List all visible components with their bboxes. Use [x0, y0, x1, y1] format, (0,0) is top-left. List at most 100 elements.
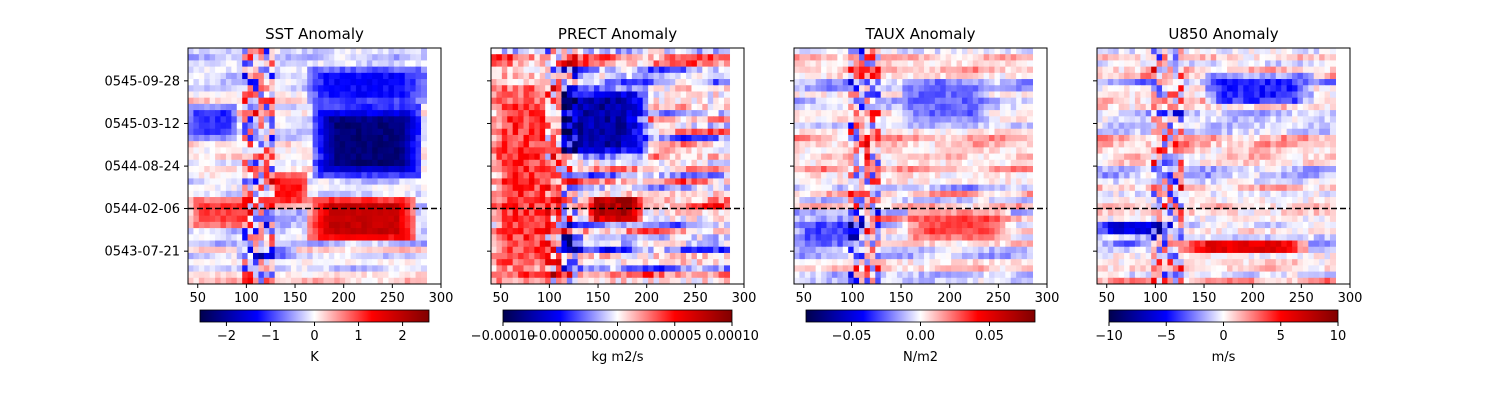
heatmap-cell: [799, 85, 806, 93]
heatmap-cell: [642, 48, 649, 55]
heatmap-cell: [886, 147, 893, 155]
heatmap-cell: [550, 166, 557, 173]
heatmap-cell: [983, 184, 990, 192]
heatmap-cell: [269, 153, 276, 161]
heatmap-cell: [713, 240, 720, 248]
heatmap-cell: [345, 178, 352, 186]
heatmap-cell: [972, 153, 979, 161]
colorbar-label: K: [310, 350, 319, 365]
heatmap-cell: [274, 277, 281, 284]
heatmap-cell: [501, 209, 508, 217]
heatmap-cell: [301, 228, 308, 235]
heatmap-cell: [198, 122, 205, 130]
heatmap-cell: [572, 54, 579, 62]
heatmap-cell: [307, 178, 314, 186]
heatmap-cell: [220, 48, 227, 55]
heatmap-cell: [810, 72, 817, 80]
heatmap-cell: [961, 197, 968, 204]
heatmap-cell: [518, 159, 525, 167]
heatmap-cell: [837, 110, 844, 117]
heatmap-cell: [648, 221, 655, 229]
heatmap-cell: [253, 110, 260, 117]
heatmap-cell: [804, 203, 811, 211]
heatmap-cell: [269, 203, 276, 211]
heatmap-cell: [713, 85, 720, 93]
heatmap-cell: [410, 72, 417, 80]
heatmap-cell: [821, 166, 828, 173]
heatmap-cell: [891, 153, 898, 161]
heatmap-cell: [328, 110, 335, 117]
heatmap-cell: [258, 153, 265, 161]
heatmap-cell: [539, 246, 546, 254]
heatmap-cell: [253, 240, 260, 248]
heatmap-cell: [361, 85, 368, 93]
heatmap-cell: [940, 116, 947, 124]
heatmap-cell: [383, 72, 390, 80]
heatmap-cell: [350, 215, 357, 223]
heatmap-cell: [258, 122, 265, 130]
heatmap-cell: [621, 246, 628, 254]
heatmap-cell: [323, 134, 330, 142]
heatmap-cell: [496, 72, 503, 80]
heatmap-cell: [842, 234, 849, 242]
heatmap-cell: [231, 234, 238, 242]
heatmap-cell: [664, 259, 671, 266]
heatmap-cell: [545, 221, 552, 229]
heatmap-cell: [896, 103, 903, 111]
heatmap-cell: [188, 153, 195, 161]
heatmap-cell: [875, 265, 882, 273]
heatmap-cell: [961, 97, 968, 105]
heatmap-cell: [339, 259, 346, 266]
heatmap-cell: [393, 203, 400, 211]
heatmap-cell: [1016, 184, 1023, 192]
heatmap-cell: [723, 221, 731, 229]
heatmap-cell: [723, 147, 731, 155]
heatmap-cell: [615, 147, 622, 155]
heatmap-cell: [253, 153, 260, 161]
heatmap-cell: [539, 166, 546, 173]
heatmap-cell: [410, 91, 417, 99]
heatmap-cell: [534, 259, 541, 266]
heatmap-cell: [355, 166, 362, 173]
heatmap-cell: [956, 215, 963, 223]
heatmap-cell: [566, 153, 573, 161]
heatmap-cell: [642, 97, 649, 105]
heatmap-cell: [323, 252, 330, 260]
heatmap-cell: [826, 159, 833, 167]
heatmap-cell: [896, 197, 903, 204]
heatmap-cell: [599, 203, 606, 211]
heatmap-cell: [301, 97, 308, 105]
heatmap-cell: [951, 215, 958, 223]
heatmap-cell: [550, 234, 557, 242]
heatmap-cell: [978, 91, 985, 99]
heatmap-cell: [501, 153, 508, 161]
heatmap-cell: [604, 259, 611, 266]
heatmap-cell: [875, 116, 882, 124]
heatmap-cell: [886, 203, 893, 211]
heatmap-cell: [556, 103, 563, 111]
heatmap-cell: [247, 97, 254, 105]
heatmap-cell: [242, 110, 249, 117]
heatmap-cell: [583, 203, 590, 211]
heatmap-cell: [934, 234, 941, 242]
heatmap-cell: [831, 215, 838, 223]
heatmap-cell: [577, 97, 584, 105]
heatmap-cell: [794, 209, 801, 217]
heatmap-cell: [545, 271, 552, 279]
heatmap-cell: [945, 60, 952, 68]
heatmap-cell: [290, 134, 297, 142]
heatmap-cell: [999, 184, 1006, 192]
heatmap-cell: [831, 178, 838, 186]
heatmap-cell: [837, 97, 844, 105]
heatmap-cell: [896, 190, 903, 198]
heatmap-cell: [999, 234, 1006, 242]
heatmap-cell: [193, 197, 200, 204]
heatmap-cell: [983, 128, 990, 136]
heatmap-cell: [193, 128, 200, 136]
heatmap-cell: [285, 79, 292, 86]
heatmap-cell: [339, 54, 346, 62]
heatmap-cell: [842, 209, 849, 217]
heatmap-cell: [956, 97, 963, 105]
heatmap-cell: [940, 159, 947, 167]
heatmap-cell: [280, 190, 287, 198]
